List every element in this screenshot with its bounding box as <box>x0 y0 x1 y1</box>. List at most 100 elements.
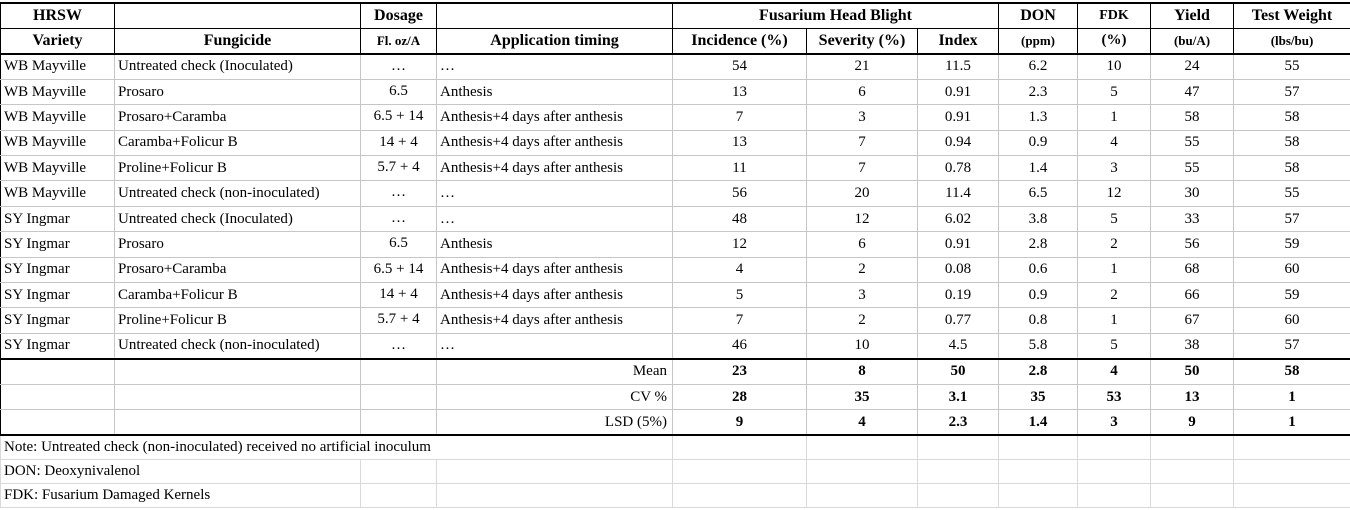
empty-header-cell <box>437 3 673 28</box>
summary-value: 35 <box>999 384 1078 410</box>
fungicide-cell: Proline+Folicur B <box>115 308 361 333</box>
empty-cell <box>361 483 437 507</box>
empty-cell <box>437 483 673 507</box>
fdk-cell: 3 <box>1078 156 1151 181</box>
summary-value: 50 <box>918 359 999 385</box>
col-header-application-timing: Application timing <box>437 28 673 54</box>
incidence-cell: 54 <box>673 54 807 79</box>
test-weight-cell: 55 <box>1234 54 1350 79</box>
index-cell: 11.4 <box>918 181 999 206</box>
empty-cell <box>1078 435 1151 459</box>
table-row: SY Ingmar Untreated check (non-inoculate… <box>1 333 1350 358</box>
empty-cell <box>1 384 115 410</box>
summary-row-cv: CV % 28 35 3.1 35 53 13 1 <box>1 384 1350 410</box>
summary-label: Mean <box>437 359 673 385</box>
summary-row-mean: Mean 23 8 50 2.8 4 50 58 <box>1 359 1350 385</box>
severity-cell: 12 <box>807 206 918 231</box>
fungicide-cell: Prosaro+Caramba <box>115 257 361 282</box>
yield-cell: 56 <box>1151 232 1234 257</box>
yield-cell: 38 <box>1151 333 1234 358</box>
empty-cell <box>361 384 437 410</box>
severity-cell: 3 <box>807 105 918 130</box>
severity-cell: 20 <box>807 181 918 206</box>
incidence-cell: 7 <box>673 308 807 333</box>
don-cell: 3.8 <box>999 206 1078 231</box>
incidence-cell: 48 <box>673 206 807 231</box>
test-weight-cell: 60 <box>1234 308 1350 333</box>
timing-cell: … <box>437 333 673 358</box>
empty-cell <box>361 459 437 483</box>
table-row: WB Mayville Untreated check (Inoculated)… <box>1 54 1350 79</box>
dosage-cell: 14 + 4 <box>361 283 437 308</box>
empty-cell <box>918 459 999 483</box>
summary-label: CV % <box>437 384 673 410</box>
fdk-cell: 1 <box>1078 105 1151 130</box>
table-row: SY Ingmar Caramba+Folicur B 14 + 4 Anthe… <box>1 283 1350 308</box>
table-row: SY Ingmar Proline+Folicur B 5.7 + 4 Anth… <box>1 308 1350 333</box>
col-header-lbs-bu: (lbs/bu) <box>1234 28 1350 54</box>
test-weight-cell: 57 <box>1234 206 1350 231</box>
col-header-pct: (%) <box>1078 28 1151 54</box>
table-row: SY Ingmar Prosaro 6.5 Anthesis 12 6 0.91… <box>1 232 1350 257</box>
don-cell: 2.3 <box>999 79 1078 104</box>
table-row: SY Ingmar Untreated check (Inoculated) …… <box>1 206 1350 231</box>
empty-cell <box>1078 483 1151 507</box>
yield-cell: 24 <box>1151 54 1234 79</box>
empty-cell <box>918 483 999 507</box>
yield-cell: 66 <box>1151 283 1234 308</box>
table-row: WB Mayville Caramba+Folicur B 14 + 4 Ant… <box>1 130 1350 155</box>
empty-cell <box>115 359 361 385</box>
header-row-1: HRSW Dosage Fusarium Head Blight DON FDK… <box>1 3 1350 28</box>
fungicide-cell: Proline+Folicur B <box>115 156 361 181</box>
fungicide-cell: Caramba+Folicur B <box>115 130 361 155</box>
summary-value: 35 <box>807 384 918 410</box>
fdk-cell: 5 <box>1078 206 1151 231</box>
dosage-cell: … <box>361 181 437 206</box>
test-weight-cell: 59 <box>1234 283 1350 308</box>
summary-value: 2.3 <box>918 410 999 436</box>
index-cell: 0.78 <box>918 156 999 181</box>
don-cell: 5.8 <box>999 333 1078 358</box>
empty-cell <box>999 459 1078 483</box>
dosage-cell: … <box>361 333 437 358</box>
fungicide-cell: Untreated check (Inoculated) <box>115 54 361 79</box>
empty-cell <box>361 359 437 385</box>
summary-value: 13 <box>1151 384 1234 410</box>
empty-cell <box>918 435 999 459</box>
empty-cell <box>1 359 115 385</box>
don-cell: 0.9 <box>999 130 1078 155</box>
severity-cell: 7 <box>807 156 918 181</box>
variety-cell: SY Ingmar <box>1 232 115 257</box>
fdk-cell: 5 <box>1078 79 1151 104</box>
empty-cell <box>1234 435 1350 459</box>
test-weight-cell: 55 <box>1234 181 1350 206</box>
yield-cell: 47 <box>1151 79 1234 104</box>
test-weight-cell: 59 <box>1234 232 1350 257</box>
incidence-cell: 4 <box>673 257 807 282</box>
incidence-cell: 11 <box>673 156 807 181</box>
index-cell: 11.5 <box>918 54 999 79</box>
don-cell: 2.8 <box>999 232 1078 257</box>
variety-cell: WB Mayville <box>1 130 115 155</box>
variety-cell: SY Ingmar <box>1 206 115 231</box>
col-header-ppm: (ppm) <box>999 28 1078 54</box>
don-cell: 0.9 <box>999 283 1078 308</box>
timing-cell: Anthesis <box>437 232 673 257</box>
col-header-incidence: Incidence (%) <box>673 28 807 54</box>
fungicide-cell: Caramba+Folicur B <box>115 283 361 308</box>
dosage-cell: … <box>361 54 437 79</box>
yield-cell: 33 <box>1151 206 1234 231</box>
dosage-cell: 6.5 <box>361 79 437 104</box>
empty-cell <box>1234 459 1350 483</box>
dosage-cell: 6.5 + 14 <box>361 257 437 282</box>
summary-value: 53 <box>1078 384 1151 410</box>
fungicide-cell: Prosaro <box>115 79 361 104</box>
empty-cell <box>999 483 1078 507</box>
empty-cell <box>673 435 807 459</box>
summary-value: 3 <box>1078 410 1151 436</box>
empty-cell <box>673 483 807 507</box>
fdk-cell: 2 <box>1078 232 1151 257</box>
table-footnotes: Note: Untreated check (non-inoculated) r… <box>1 435 1350 507</box>
table-row: WB Mayville Prosaro 6.5 Anthesis 13 6 0.… <box>1 79 1350 104</box>
